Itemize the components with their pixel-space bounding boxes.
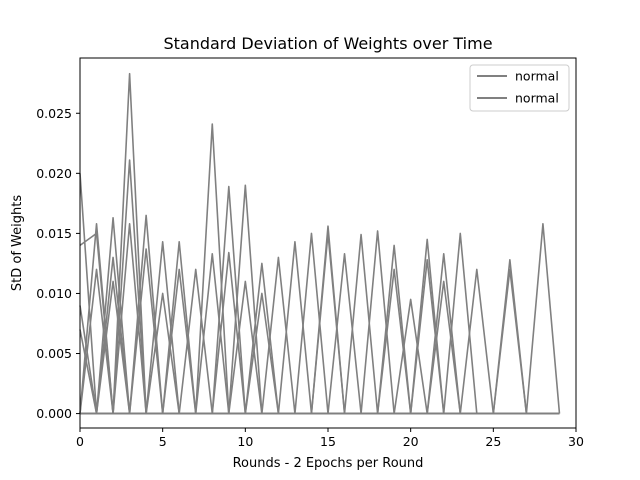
legend-label: normal xyxy=(515,69,559,84)
x-axis: 0 5 10 15 20 25 30 xyxy=(76,428,584,449)
plot-frame xyxy=(79,57,577,429)
x-tick-label: 25 xyxy=(485,434,501,449)
x-axis-label: Rounds - 2 Epochs per Round xyxy=(233,456,424,471)
y-tick-label: 0.015 xyxy=(36,226,72,241)
x-tick-label: 30 xyxy=(568,434,584,449)
legend-label: normal xyxy=(515,91,559,106)
chart-title: Standard Deviation of Weights over Time xyxy=(163,34,492,53)
y-tick-label: 0.010 xyxy=(36,286,72,301)
series-layer xyxy=(79,72,561,415)
y-tick-label: 0.000 xyxy=(36,406,72,421)
x-tick-label: 0 xyxy=(76,434,84,449)
x-tick-label: 10 xyxy=(237,434,253,449)
y-tick-label: 0.025 xyxy=(36,106,72,121)
legend: normal normal xyxy=(469,64,570,112)
x-tick-label: 5 xyxy=(159,434,167,449)
y-tick-label: 0.005 xyxy=(36,346,72,361)
y-axis: 0.000 0.005 0.010 0.015 0.020 0.025 xyxy=(36,106,80,421)
x-tick-label: 15 xyxy=(320,434,336,449)
x-tick-label: 20 xyxy=(403,434,419,449)
y-tick-label: 0.020 xyxy=(36,166,72,181)
y-axis-label: StD of Weights xyxy=(10,195,25,291)
series-line xyxy=(80,232,560,415)
